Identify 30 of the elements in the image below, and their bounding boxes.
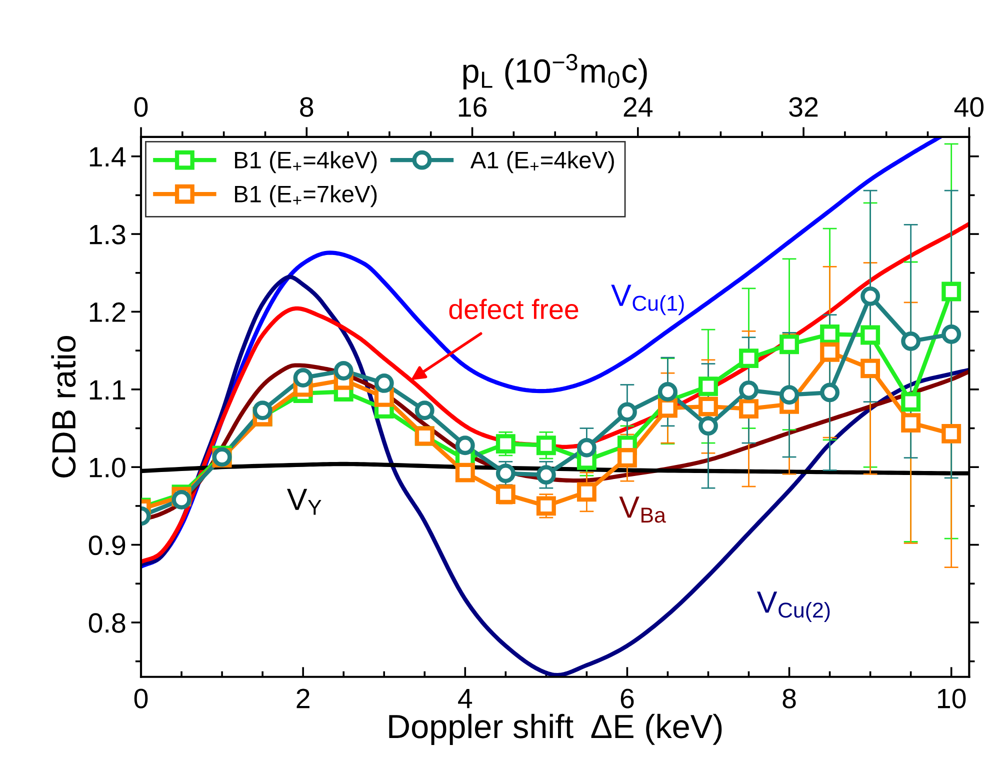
y-tick-label: 1.4 xyxy=(90,147,126,166)
x2-axis-title: p$_{L}$ (10$^{−3}$m$_{0}$c) xyxy=(463,54,647,90)
y-tick-label: 0.9 xyxy=(88,535,126,556)
x2-tick-label: 16 xyxy=(458,97,486,117)
x2-tick-label: 8 xyxy=(300,97,314,117)
x-tick-label: 0 xyxy=(134,688,148,708)
x-tick-label: 10 xyxy=(938,688,966,708)
y-tick-label: 1.0 xyxy=(90,458,126,478)
x2-tick-label: 32 xyxy=(789,97,818,117)
x2-tick-label: 0 xyxy=(134,97,148,117)
series-label: V$_{Ba}$ xyxy=(619,496,666,523)
y-axis-title: CDB ratio xyxy=(51,336,76,478)
x-tick-label: 2 xyxy=(296,688,310,708)
x-tick-label: 4 xyxy=(458,688,472,708)
x-tick-label: 6 xyxy=(620,688,634,708)
legend-label: B1 (E$_{+}$=7keV) xyxy=(235,185,377,208)
y-tick-label: 0.8 xyxy=(88,613,126,633)
x-axis-title: Doppler shift ΔE (keV) xyxy=(389,714,722,745)
series-label: V$_{Cu(2)}$ xyxy=(756,592,830,622)
legend-label: B1 (E$_{+}$=4keV) xyxy=(235,151,377,174)
series-label: V$_{Y}$ xyxy=(287,488,322,515)
y-tick-label: 1.2 xyxy=(90,302,126,322)
series-label: V$_{Cu(1)}$ xyxy=(611,284,684,316)
text: defect free xyxy=(449,298,578,320)
y-tick-label: 1.1 xyxy=(90,380,126,400)
x2-tick-label: 24 xyxy=(624,97,653,117)
x2-tick-label: 40 xyxy=(954,97,984,117)
y-tick-label: 1.3 xyxy=(90,224,126,244)
legend-label: A1 (E$_{+}$=4keV) xyxy=(470,151,614,174)
x-tick-label: 8 xyxy=(782,688,796,708)
